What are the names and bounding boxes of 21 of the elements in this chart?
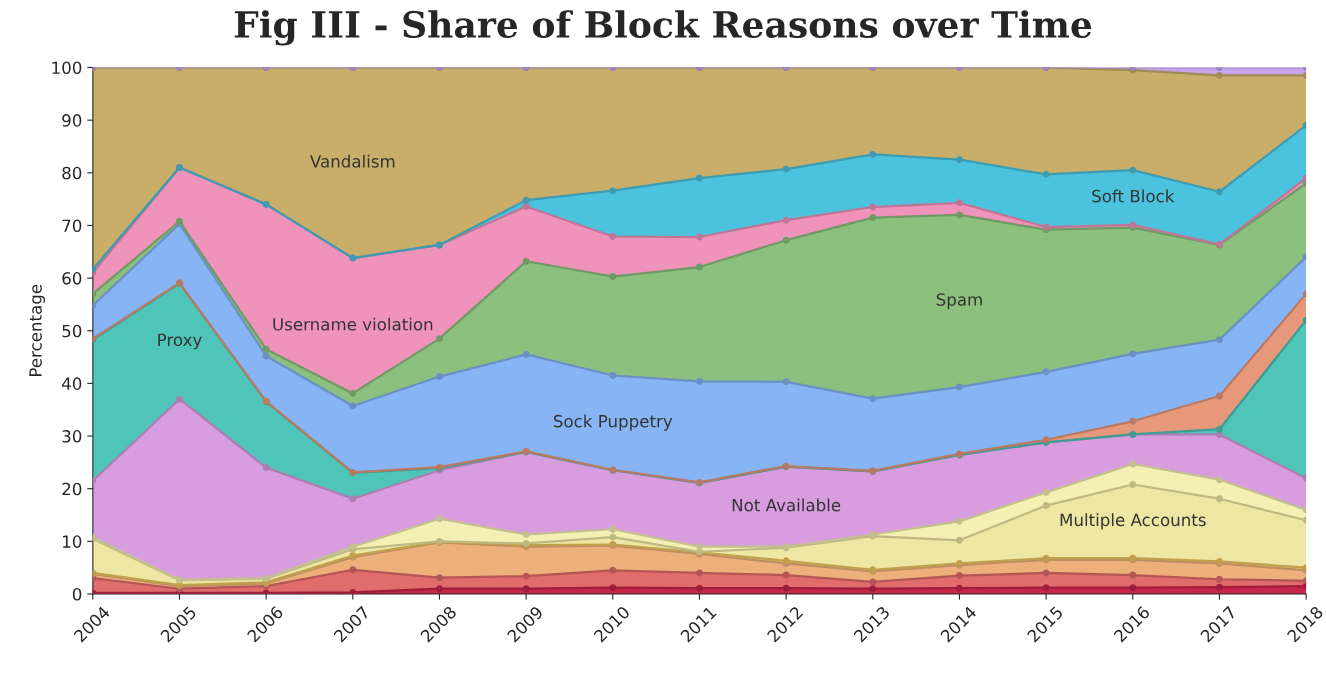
y-tick-label: 0 [72, 587, 82, 601]
y-tick-label: 10 [63, 535, 82, 548]
chart-title: Fig III - Share of Block Reasons over Time [234, 10, 1092, 46]
y-tick-label: 100 [52, 61, 82, 75]
series-label: Multiple Accounts [1060, 513, 1206, 530]
series-label: Spam [936, 293, 982, 310]
series-label: Vandalism [310, 154, 395, 168]
y-tick-label: 80 [62, 166, 82, 180]
series-label: Not Available [732, 498, 841, 512]
y-tick-label: 40 [62, 377, 82, 390]
series-label: Soft Block [1092, 189, 1175, 203]
y-tick-label: 20 [62, 482, 82, 496]
y-axis-title: Percentage [29, 284, 46, 376]
y-tick-label: 90 [62, 114, 82, 127]
series-label: Proxy [158, 333, 202, 350]
y-tick-label: 30 [62, 430, 82, 443]
y-tick-label: 50 [62, 324, 82, 338]
y-tick-label: 70 [62, 219, 82, 233]
series-label: Sock Puppetry [553, 414, 673, 431]
y-tick-label: 60 [62, 272, 82, 285]
series-label: Username violation [273, 317, 433, 331]
